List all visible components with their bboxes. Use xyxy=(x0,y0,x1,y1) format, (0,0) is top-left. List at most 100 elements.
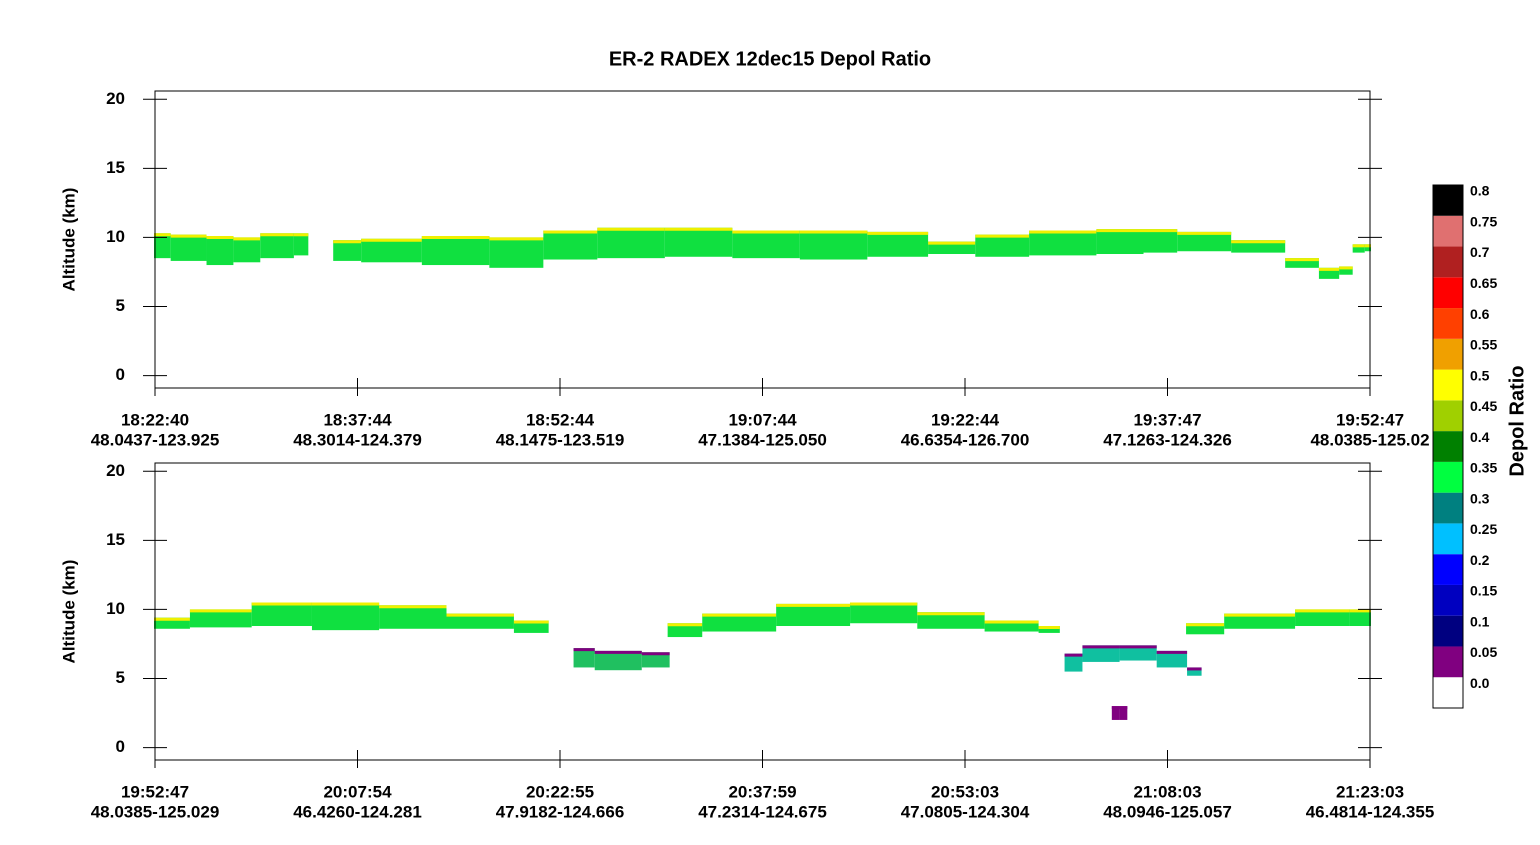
colorbar-swatch xyxy=(1433,677,1463,708)
y-tick-label: 15 xyxy=(106,158,125,177)
cloud-column xyxy=(1364,244,1371,252)
colorbar-tick-label: 0.35 xyxy=(1470,460,1497,476)
cloud-column xyxy=(975,234,1030,257)
cloud-column xyxy=(702,613,777,632)
y-tick-label: 10 xyxy=(106,599,125,618)
x-tick-location: 48.1475-123.519 xyxy=(496,430,625,449)
x-tick-location: 48.0437-123.925 xyxy=(91,430,220,449)
y-tick-label: 10 xyxy=(106,227,125,246)
x-tick-time: 19:37:47 xyxy=(1133,410,1201,429)
colorbar-tick-label: 0.45 xyxy=(1470,398,1497,414)
y-tick-label: 15 xyxy=(106,530,125,549)
colorbar-swatch xyxy=(1433,461,1463,493)
cloud-column xyxy=(1295,609,1350,627)
colorbar-tick-label: 0.3 xyxy=(1470,490,1490,506)
cloud-column xyxy=(1352,244,1365,253)
colorbar-tick-label: 0.05 xyxy=(1470,644,1497,660)
cloud-column xyxy=(361,238,422,263)
cloud-column xyxy=(917,612,985,629)
colorbar-swatch xyxy=(1433,584,1463,616)
cloud-column xyxy=(1339,266,1353,275)
x-tick-time: 19:07:44 xyxy=(728,410,797,429)
chart-title: ER-2 RADEX 12dec15 Depol Ratio xyxy=(609,48,931,70)
colorbar-label: Depol Ratio xyxy=(1506,365,1528,476)
x-tick-location: 47.2314-124.675 xyxy=(698,802,827,821)
colorbar-swatch xyxy=(1433,646,1463,678)
x-tick-location: 47.1384-125.050 xyxy=(698,430,827,449)
cloud-column xyxy=(1096,229,1144,255)
y-tick-label: 5 xyxy=(116,296,125,315)
cloud-column xyxy=(170,234,207,261)
x-tick-time: 20:22:55 xyxy=(526,782,594,801)
cloud-column xyxy=(1111,706,1120,720)
colorbar-tick-label: 0.1 xyxy=(1470,613,1490,629)
cloud-column xyxy=(799,230,868,260)
x-tick-time: 19:52:47 xyxy=(121,782,189,801)
y-tick-label: 0 xyxy=(116,365,125,384)
colorbar-swatch xyxy=(1433,369,1463,401)
y-tick-label: 0 xyxy=(116,737,125,756)
cloud-column xyxy=(641,652,670,668)
cloud-column xyxy=(1186,623,1225,635)
cloud-column xyxy=(732,230,800,259)
colorbar-tick-label: 0.7 xyxy=(1470,244,1490,260)
colorbar-tick-label: 0.0 xyxy=(1470,675,1490,691)
colorbar-frame xyxy=(1432,184,1464,709)
cloud-column xyxy=(1038,626,1060,633)
cloud-column xyxy=(867,231,929,257)
cloud-column xyxy=(379,605,447,629)
cloud-column xyxy=(1231,240,1286,253)
colorbar-swatch xyxy=(1433,523,1463,555)
cloud-column xyxy=(1064,653,1083,672)
colorbar-swatch xyxy=(1433,308,1463,339)
cloud-column xyxy=(446,613,514,629)
colorbar-tick-label: 0.6 xyxy=(1470,306,1490,322)
colorbar-swatch xyxy=(1433,400,1463,432)
colorbar-tick-label: 0.5 xyxy=(1470,367,1490,383)
colorbar-tick-label: 0.25 xyxy=(1470,521,1497,537)
colorbar-swatch xyxy=(1433,431,1463,462)
colorbar-tick-label: 0.4 xyxy=(1470,429,1490,445)
cloud-column xyxy=(233,237,261,263)
x-tick-location: 48.0385-125.029 xyxy=(91,802,220,821)
x-tick-time: 20:53:03 xyxy=(931,782,999,801)
y-axis-label: Altitude (km) xyxy=(59,560,78,664)
cloud-column xyxy=(154,233,171,259)
cloud-column xyxy=(206,236,234,266)
cloud-column xyxy=(664,227,733,257)
cloud-column xyxy=(189,609,252,628)
cloud-column xyxy=(850,602,918,624)
cloud-column xyxy=(573,648,595,668)
cloud-column xyxy=(1082,645,1120,662)
colorbar-swatch xyxy=(1433,554,1463,585)
cloud-column xyxy=(154,617,190,629)
colorbar-tick-label: 0.8 xyxy=(1470,183,1490,199)
cloud-column xyxy=(928,241,976,255)
colorbar-tick-label: 0.2 xyxy=(1470,552,1490,568)
colorbar-swatch xyxy=(1433,185,1463,216)
x-tick-location: 46.4260-124.281 xyxy=(293,802,422,821)
cloud-column xyxy=(251,602,312,627)
x-tick-time: 18:22:40 xyxy=(121,410,189,429)
y-tick-label: 20 xyxy=(106,89,125,108)
cloud-column xyxy=(597,227,665,259)
colorbar-swatch xyxy=(1433,277,1463,309)
colorbar-swatch xyxy=(1433,615,1463,647)
cloud-column xyxy=(513,620,549,633)
cloud-column xyxy=(1187,667,1202,676)
colorbar-swatch xyxy=(1433,246,1463,278)
cloud-column xyxy=(333,240,362,261)
cloud-column xyxy=(489,237,544,268)
x-tick-time: 19:52:47 xyxy=(1336,410,1404,429)
colorbar-tick-label: 0.75 xyxy=(1470,213,1497,229)
x-tick-time: 19:22:44 xyxy=(931,410,1000,429)
x-tick-location: 46.6354-126.700 xyxy=(901,430,1030,449)
cloud-column xyxy=(1224,613,1296,629)
x-tick-location: 47.0805-124.304 xyxy=(901,802,1030,821)
cloud-column xyxy=(543,230,598,260)
cloud-column xyxy=(1029,230,1097,256)
x-tick-time: 18:37:44 xyxy=(323,410,392,429)
cloud-column xyxy=(1119,645,1157,661)
cloud-column xyxy=(594,650,642,671)
